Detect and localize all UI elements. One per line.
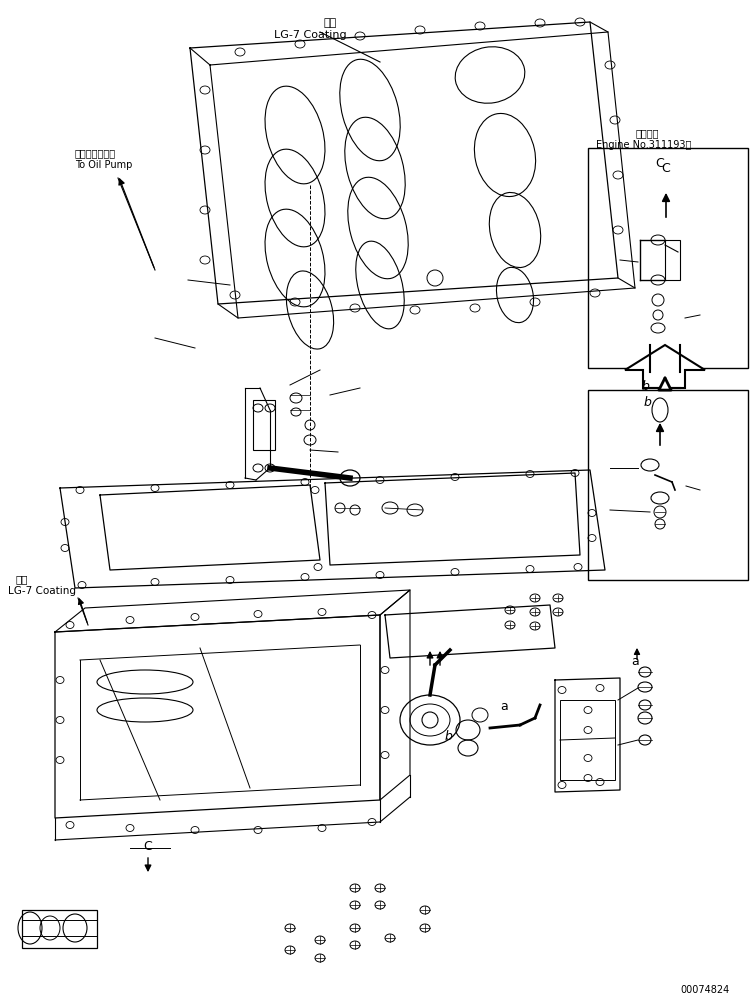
- Text: b: b: [643, 396, 651, 409]
- Text: C: C: [662, 162, 671, 175]
- Text: b: b: [444, 730, 452, 743]
- Text: LG-7 Coating: LG-7 Coating: [8, 586, 76, 596]
- Text: オイルポンプへ: オイルポンプへ: [75, 148, 116, 158]
- Text: b: b: [641, 380, 649, 393]
- Text: 適用号機: 適用号機: [636, 128, 659, 138]
- Bar: [560, 700, 615, 780]
- Text: 00074824: 00074824: [680, 985, 730, 995]
- Bar: [253, 400, 275, 450]
- Text: 塗布: 塗布: [15, 574, 27, 584]
- Text: Engine No.311193～: Engine No.311193～: [596, 140, 692, 150]
- Bar: [588, 148, 748, 368]
- Text: a: a: [631, 655, 639, 668]
- Bar: [588, 390, 748, 580]
- Text: C: C: [144, 840, 153, 853]
- Text: C: C: [655, 157, 665, 170]
- Bar: [665, 240, 680, 280]
- Bar: [22, 910, 97, 948]
- Polygon shape: [625, 345, 705, 388]
- Text: 塗布: 塗布: [324, 18, 336, 28]
- Text: LG-7 Coating: LG-7 Coating: [274, 30, 346, 40]
- Text: To Oil Pump: To Oil Pump: [75, 160, 132, 170]
- Text: a: a: [500, 700, 508, 713]
